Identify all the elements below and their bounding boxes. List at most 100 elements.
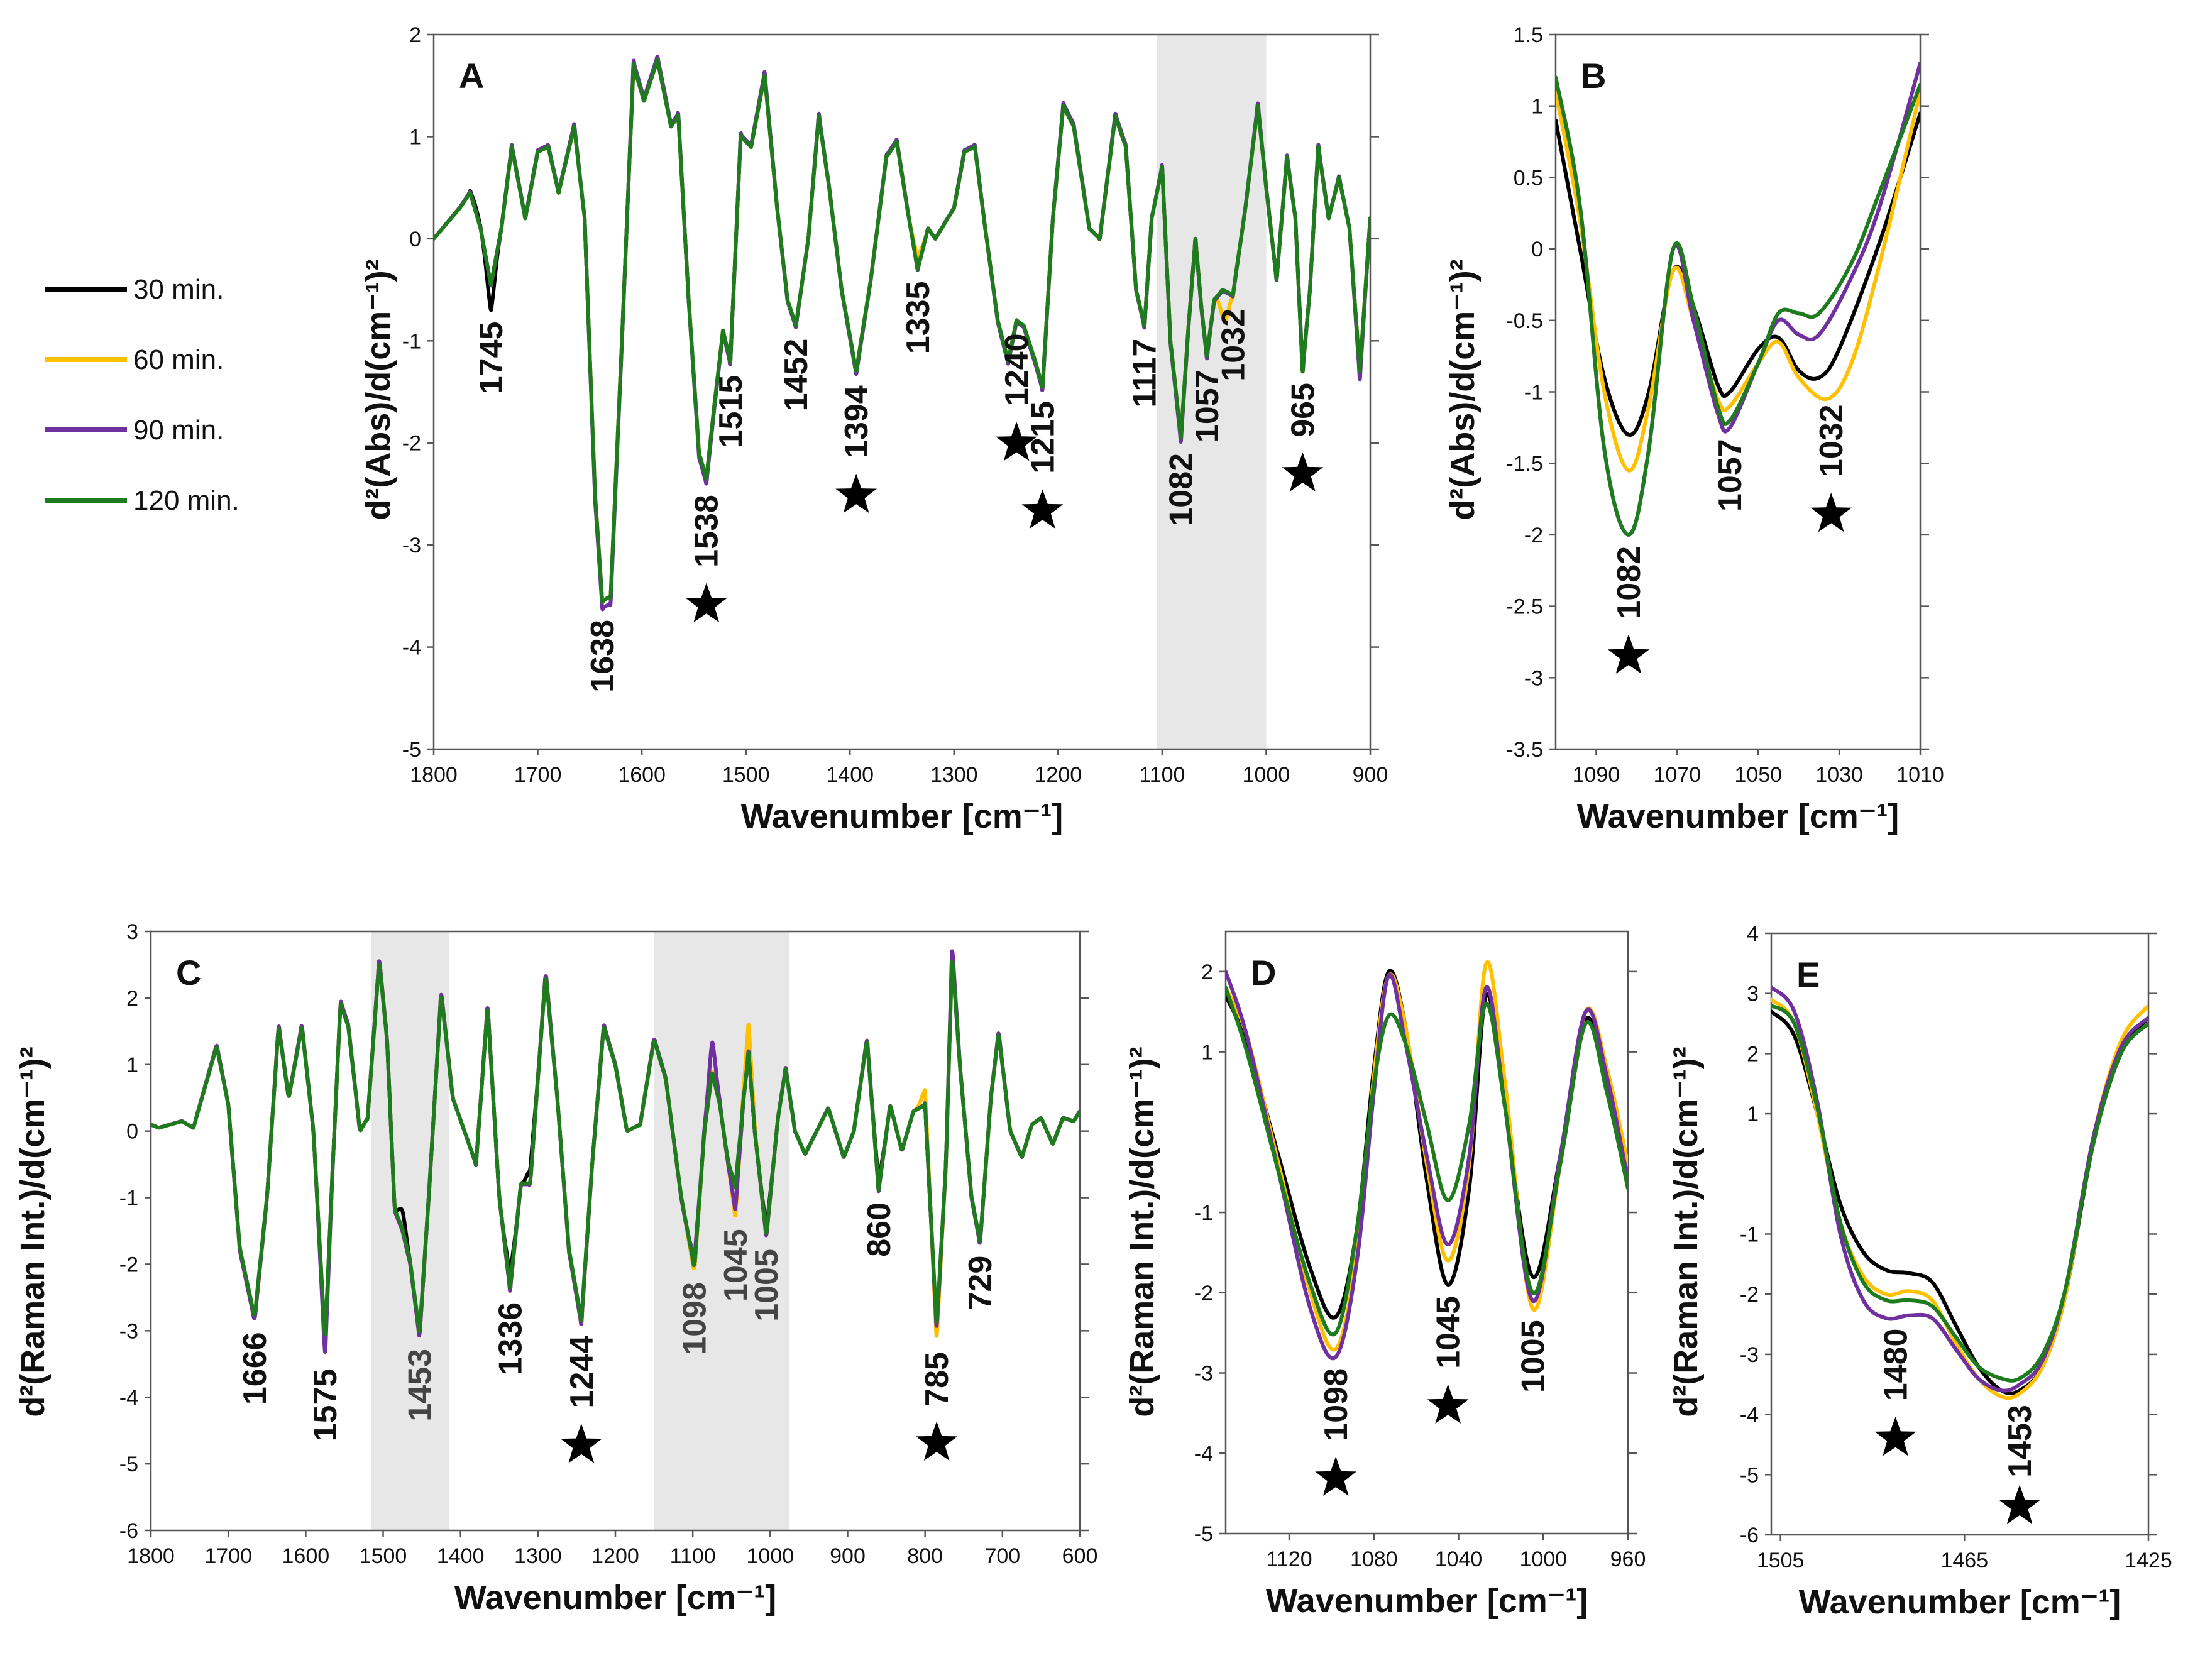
peak-label: 1082: [1163, 453, 1200, 526]
panel-label: A: [459, 56, 484, 96]
x-tick-label: 1200: [1035, 763, 1082, 787]
peak-label: 1538: [689, 495, 725, 568]
panel-a: -5 -4 -3 -2 -1 0 1 2 1800 1700 1600 1500 1400 1300 120…: [360, 23, 1388, 835]
plot-frame: [1224, 930, 1629, 1535]
star-icon: [1999, 1485, 2041, 1524]
y-tick-label: 0.5: [1514, 166, 1543, 190]
panel-label: E: [1796, 955, 1820, 994]
peak-label: 1453: [402, 1349, 438, 1422]
x-tick-label: 1400: [437, 1544, 485, 1568]
y-tick-label: 1.5: [1514, 23, 1543, 47]
plot-frame: [1770, 932, 2150, 1536]
y-tick-label: -4: [1740, 1403, 1759, 1427]
y-axis-label: d²(Raman Int.)/d(cm⁻¹)²: [1667, 1046, 1705, 1417]
peak-label: 1394: [839, 385, 875, 458]
x-tick-label: 1425: [2125, 1549, 2172, 1573]
peak-label: 1745: [473, 322, 510, 395]
peak-label: 1335: [900, 282, 937, 354]
x-tick-label: 1400: [826, 763, 874, 787]
peak-label: 1244: [564, 1336, 600, 1408]
peak-label: 1098: [677, 1282, 713, 1355]
x-axis-label: Wavenumber [cm⁻¹]: [1577, 798, 1900, 835]
x-tick-label: 800: [907, 1544, 943, 1568]
y-tick-label: 2: [1201, 960, 1213, 984]
x-tick-label: 1300: [514, 1544, 562, 1568]
y-tick-label: -6: [1740, 1524, 1759, 1547]
series-line-4: [1556, 75, 1920, 537]
star-icon: [560, 1424, 602, 1463]
series-line-4: [151, 959, 1080, 1337]
x-axis-label: Wavenumber [cm⁻¹]: [741, 798, 1064, 835]
star-icon: [1427, 1384, 1469, 1424]
y-tick-label: -2: [119, 1253, 138, 1276]
series-line-1: [1771, 1009, 2148, 1396]
y-tick-label: 1: [126, 1053, 138, 1077]
y-tick-label: -4: [402, 636, 421, 660]
y-tick-label: 4: [1747, 922, 1759, 946]
series-line-4: [1771, 1003, 2148, 1383]
x-tick-label: 1010: [1896, 763, 1944, 787]
y-axis-label: d²(Abs)/d(cm⁻¹)²: [360, 259, 397, 520]
y-tick-label: -1: [119, 1187, 138, 1211]
y-tick-label: 0: [409, 228, 421, 251]
series-line-1: [1556, 111, 1920, 437]
x-tick-label: 1600: [618, 763, 666, 787]
legend-entry: 120 min.: [133, 485, 239, 516]
peak-label: 729: [962, 1256, 999, 1310]
peak-label: 785: [919, 1352, 955, 1407]
peak-label: 1452: [778, 339, 815, 412]
x-tick-label: 1800: [127, 1544, 175, 1568]
y-tick-label: 2: [126, 987, 138, 1011]
x-tick-label: 1500: [360, 1544, 407, 1568]
y-tick-label: -3.5: [1506, 738, 1543, 762]
y-tick-label: -1: [1524, 381, 1543, 405]
panel-label: B: [1581, 56, 1606, 96]
x-tick-label: 1120: [1266, 1547, 1312, 1571]
peak-label: 1057: [1189, 370, 1226, 442]
x-tick-label: 1700: [514, 763, 562, 787]
y-tick-label: -2: [402, 432, 421, 456]
y-tick-label: -5: [1194, 1522, 1213, 1546]
y-tick-label: -3: [1194, 1362, 1213, 1386]
y-tick-label: -2: [1740, 1283, 1759, 1307]
y-tick-label: -1: [1740, 1223, 1759, 1247]
star-icon: [1810, 492, 1852, 532]
y-tick-label: -1.5: [1506, 452, 1543, 476]
series-group: [434, 54, 1370, 612]
y-tick-label: -4: [119, 1386, 138, 1410]
y-tick-label: 1: [409, 125, 421, 149]
plot-frame: [432, 33, 1372, 750]
x-tick-label: 1600: [282, 1544, 330, 1568]
peak-label: 1005: [749, 1249, 785, 1322]
x-tick-label: 1100: [1139, 763, 1185, 787]
x-tick-label: 960: [1610, 1547, 1646, 1571]
y-tick-label: -3: [119, 1319, 138, 1343]
y-axis-label: d²(Abs)/d(cm⁻¹)²: [1444, 259, 1482, 520]
y-tick-label: -2: [1524, 524, 1543, 547]
series-line-2: [1771, 997, 2148, 1400]
star-icon: [1874, 1417, 1916, 1456]
peak-label: 1082: [1611, 546, 1647, 619]
panel-label: C: [176, 953, 201, 992]
y-tick-label: 0: [126, 1120, 138, 1144]
y-tick-label: 3: [126, 920, 138, 944]
peak-label: 1032: [1215, 309, 1251, 382]
series-line-4: [434, 58, 1370, 605]
y-tick-label: -1: [1194, 1201, 1213, 1225]
x-tick-label: 1200: [591, 1544, 639, 1568]
panel-d: -5 -4 -3 -2 -1 1 2 1120 1080 1040 1000 960 Wavenumbe…: [1123, 930, 1646, 1620]
y-tick-label: -1: [402, 329, 421, 353]
y-tick-label: 2: [409, 23, 421, 47]
series-line-4: [1226, 985, 1628, 1337]
y-tick-label: -3: [1740, 1343, 1759, 1367]
x-tick-label: 900: [830, 1544, 866, 1568]
shaded-region: [371, 931, 449, 1530]
y-tick-label: -2.5: [1506, 595, 1543, 619]
y-tick-label: 1: [1747, 1102, 1759, 1126]
peak-label: 1480: [1878, 1329, 1915, 1402]
star-icon: [1282, 452, 1324, 491]
series-line-3: [1226, 969, 1628, 1361]
x-tick-label: 900: [1353, 763, 1388, 787]
